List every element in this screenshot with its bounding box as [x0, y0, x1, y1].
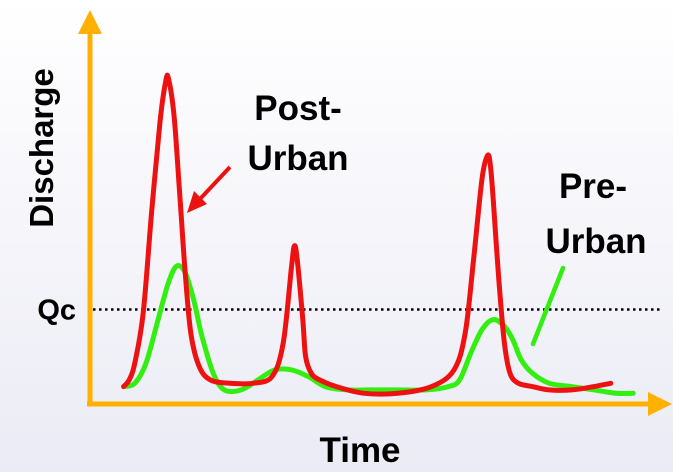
post-urban-pointer-arrow — [198, 165, 232, 201]
annotation-post-urban: Post- Urban — [187, 89, 349, 213]
qc-label: Qc — [37, 295, 76, 327]
pre-urban-pointer-line — [530, 265, 566, 347]
x-axis-arrow — [648, 392, 672, 416]
annotation-post-urban-line2: Urban — [247, 139, 348, 178]
y-axis-label: Discharge — [23, 68, 60, 228]
annotation-post-urban-line1: Post- — [254, 89, 342, 128]
annotation-pre-urban-line2: Urban — [545, 222, 646, 261]
post-urban-pointer-arrowhead — [187, 191, 207, 213]
annotation-pre-urban-line1: Pre- — [559, 167, 627, 206]
axes — [78, 10, 672, 416]
x-axis-label: Time — [319, 431, 400, 470]
series-line-post-urban — [121, 72, 614, 397]
y-axis-arrow — [78, 10, 102, 34]
annotation-pre-urban: Pre- Urban — [530, 167, 647, 347]
